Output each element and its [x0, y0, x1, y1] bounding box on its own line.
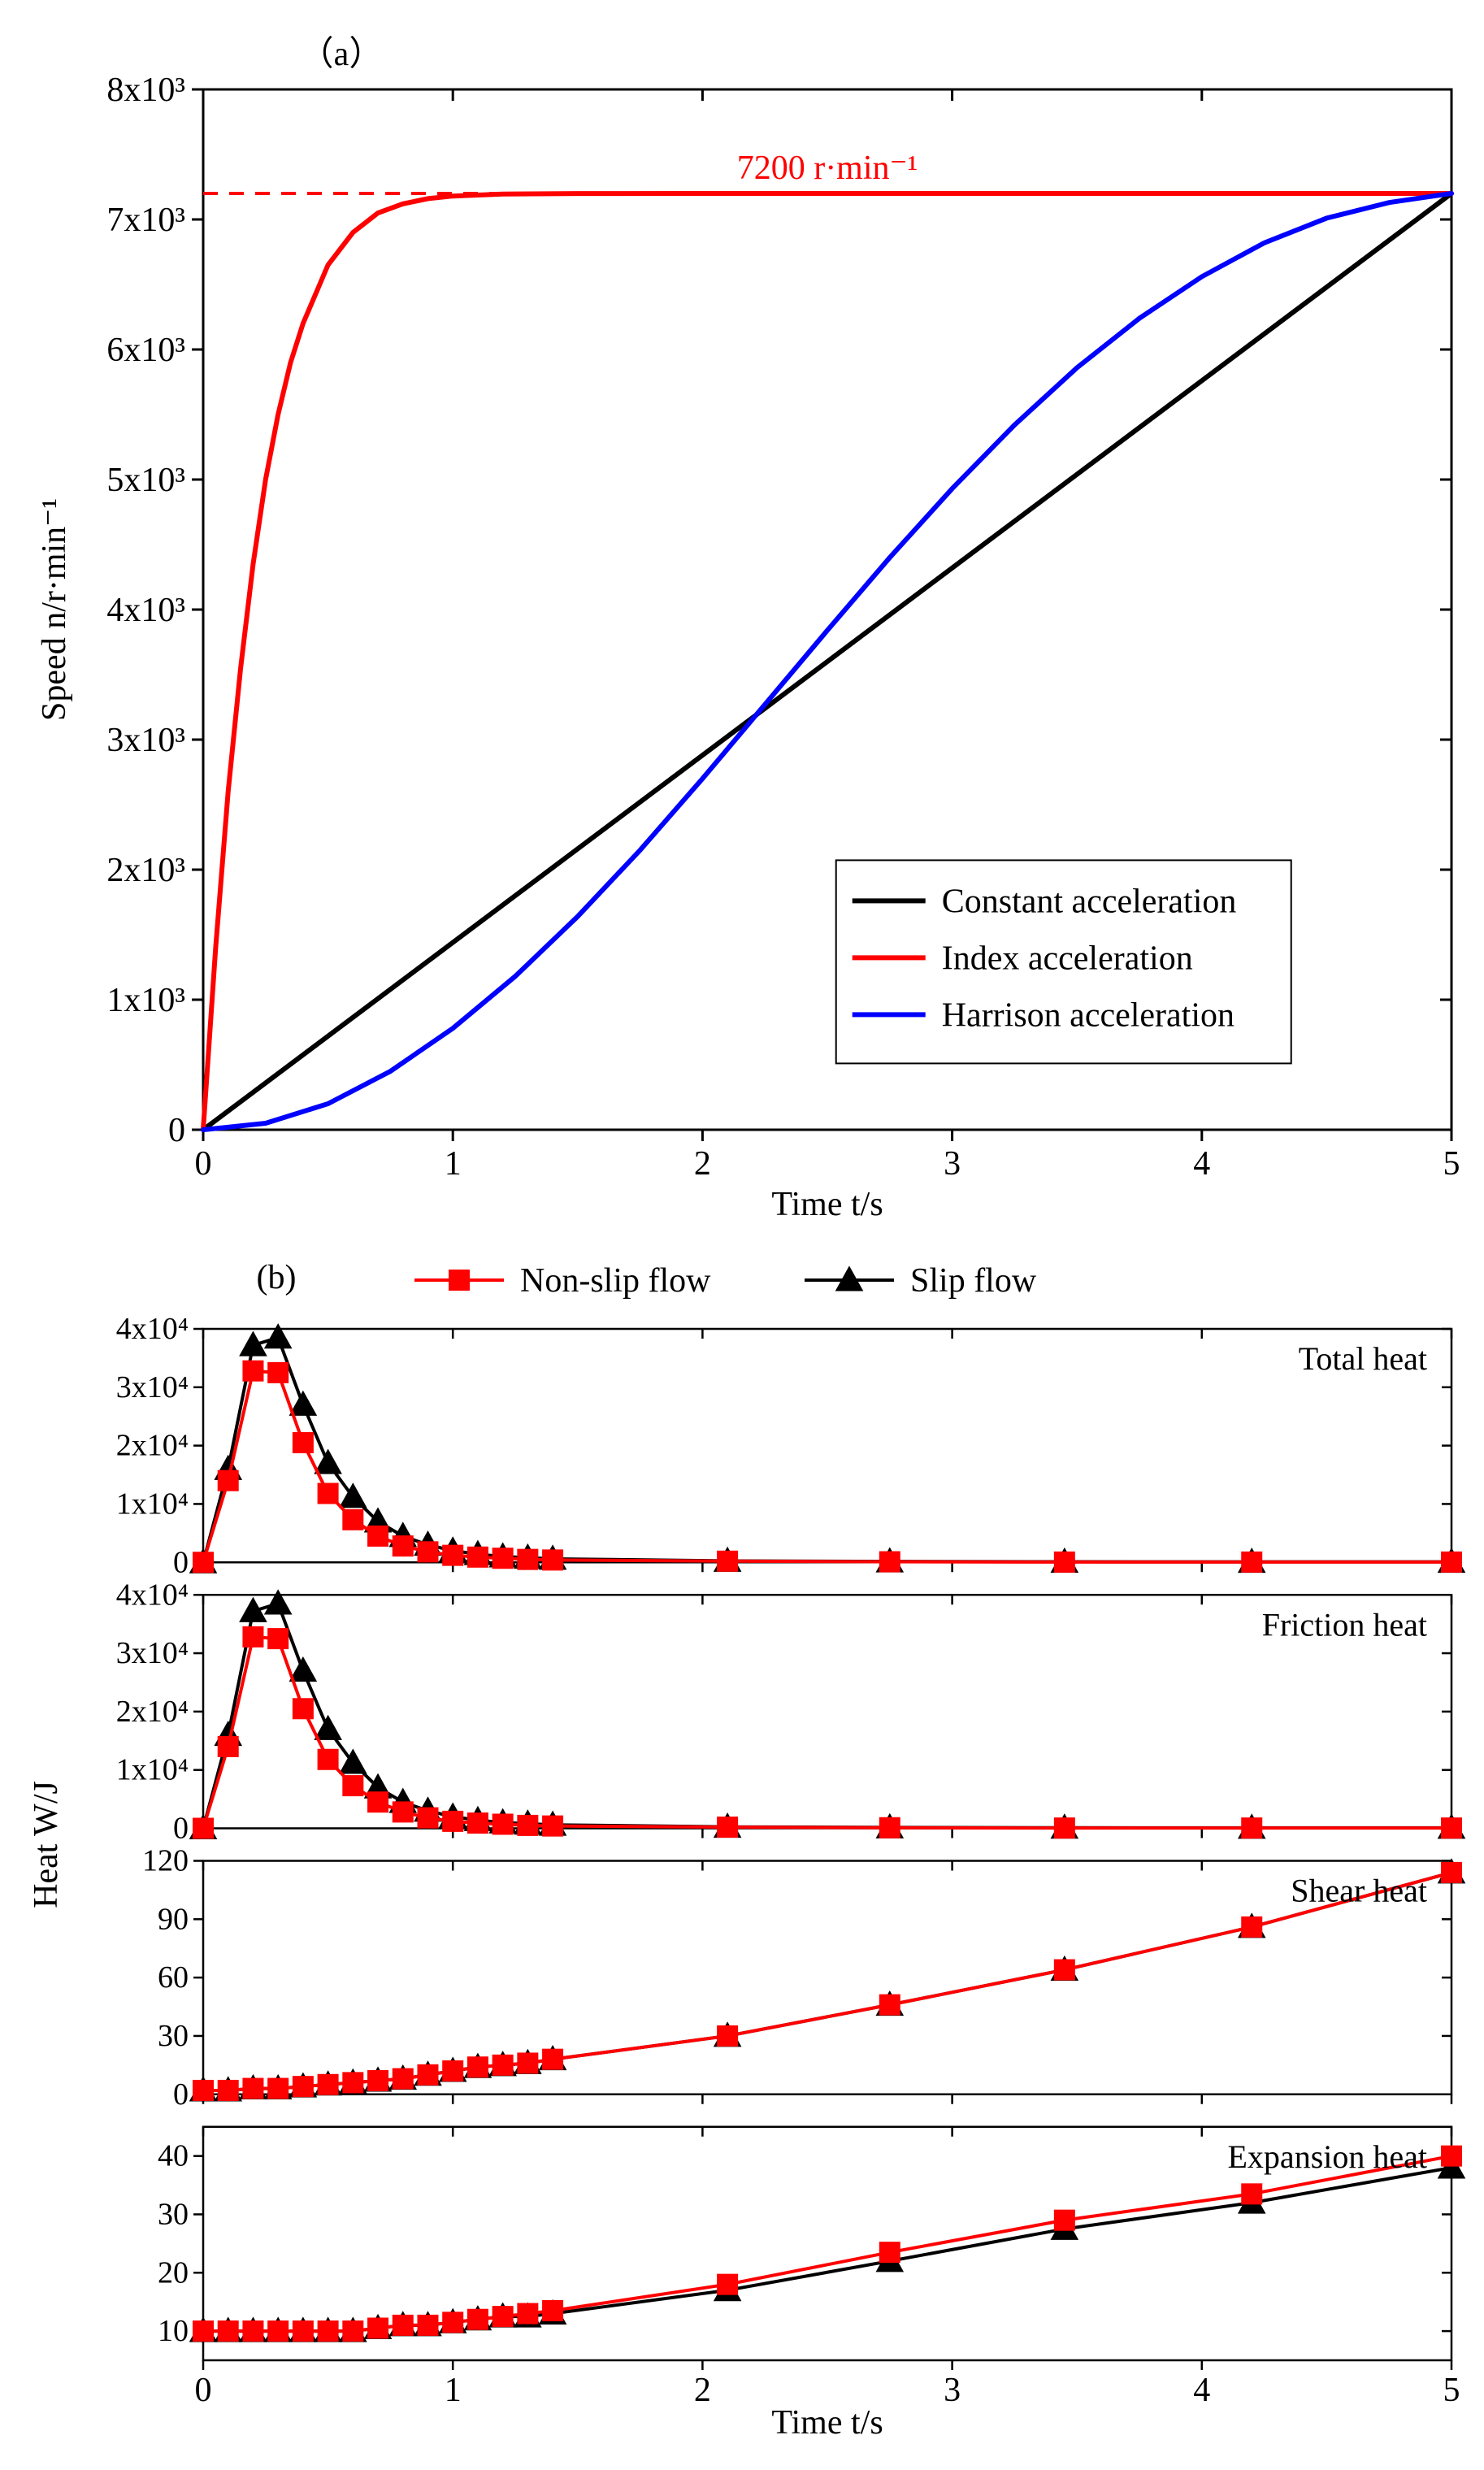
ytick-label: 90 [158, 1902, 189, 1936]
series-line [203, 1371, 1451, 1563]
chart-b: (b) Non-slip flow Slip flow Heat W/J 0 1x10⁴ 2… [16, 1239, 1484, 2450]
ytick-label: 1x10⁴ [116, 1487, 189, 1521]
ytick-label: 3x10³ [106, 722, 185, 759]
ytick-label: 3x10⁴ [116, 1370, 189, 1404]
panel-b-label: (b) [257, 1259, 297, 1296]
ytick-label: 2x10⁴ [116, 1429, 189, 1463]
ytick-label: 6x10³ [106, 332, 185, 369]
ytick-label: 3x10⁴ [116, 1636, 189, 1670]
ytick-label: 7x10³ [106, 202, 185, 239]
ytick-label: 30 [158, 2019, 189, 2053]
xtick-label: 0 [195, 1145, 212, 1183]
legend-label: Constant acceleration [942, 883, 1237, 920]
annotation-text: 7200 r·min⁻¹ [737, 150, 918, 187]
ytick-label: 120 [142, 1844, 189, 1878]
xtick-label: 5 [1443, 1145, 1460, 1183]
panel-box [203, 1861, 1451, 2095]
ytick-label: 30 [158, 2197, 189, 2231]
ytick-label: 8x10³ [106, 72, 185, 109]
legend-label: Non-slip flow [520, 1262, 711, 1300]
ytick-label: 0 [168, 1112, 185, 1149]
series-line [203, 1637, 1451, 1829]
legend-label: Harrison acceleration [942, 996, 1234, 1034]
panel-title: Friction heat [1262, 1606, 1427, 1643]
xtick-label: 5 [1443, 2372, 1460, 2409]
xtick-label: 0 [195, 2372, 212, 2409]
xtick-label: 1 [445, 2372, 462, 2409]
series-line [203, 1338, 1451, 1562]
xtick-label: 1 [445, 1145, 462, 1183]
xlabel: Time t/s [771, 2404, 883, 2442]
xtick-label: 3 [944, 1145, 961, 1183]
ytick-label: 20 [158, 2255, 189, 2290]
legend-label: Slip flow [910, 1262, 1037, 1300]
ytick-label: 4x10³ [106, 592, 185, 629]
ytick-label: 1x10³ [106, 982, 185, 1019]
ytick-label: 40 [158, 2139, 189, 2173]
ytick-label: 1x10⁴ [116, 1753, 189, 1787]
ytick-label: 5x10³ [106, 462, 185, 499]
panel-title: Shear heat [1291, 1873, 1427, 1909]
series-line [203, 2156, 1451, 2331]
figure-container: （a） 0 1x10³ 2x10³ 3x10³ 4x10³ 5x10³ 6x10³ 7x10³ 8… [16, 16, 1484, 2454]
series-line [203, 193, 1451, 1130]
xlabel: Time t/s [771, 1186, 883, 1223]
ytick-label: 10 [158, 2314, 189, 2348]
chart-a: （a） 0 1x10³ 2x10³ 3x10³ 4x10³ 5x10³ 6x10³ 7x10³ 8… [16, 16, 1484, 1235]
ytick-label: 2x10⁴ [116, 1695, 189, 1729]
legend-label: Index acceleration [942, 940, 1193, 977]
xtick-label: 2 [694, 1145, 711, 1183]
series-line [203, 1873, 1451, 2090]
ytick-label: 60 [158, 1960, 189, 1995]
panel-title: Total heat [1299, 1340, 1427, 1377]
xtick-label: 2 [694, 2372, 711, 2409]
ytick-label: 0 [173, 1812, 189, 1846]
ylabel: Speed n/r·min⁻¹ [36, 498, 73, 721]
panel-title: Expansion heat [1228, 2138, 1428, 2175]
ytick-label: 0 [173, 1545, 189, 1579]
ytick-label: 2x10³ [106, 852, 185, 889]
xtick-label: 3 [944, 2372, 961, 2409]
ytick-label: 0 [173, 2077, 189, 2112]
series-line [203, 1873, 1451, 2090]
xtick-label: 4 [1193, 2372, 1210, 2409]
panel-a-label: （a） [300, 36, 384, 73]
ylabel: Heat W/J [28, 1781, 65, 1908]
ytick-label: 4x10⁴ [116, 1312, 189, 1346]
xtick-label: 4 [1193, 1145, 1210, 1183]
ytick-label: 4x10⁴ [116, 1578, 189, 1612]
